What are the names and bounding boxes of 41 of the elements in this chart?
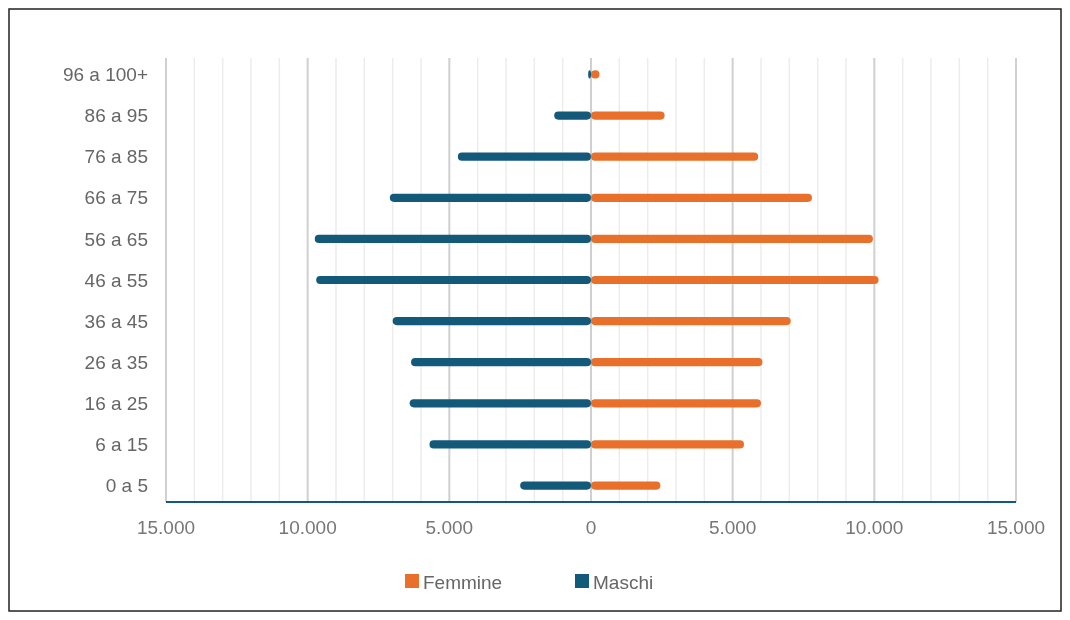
bar (392, 317, 591, 326)
y-tick-label: 96 a 100+ (62, 64, 148, 86)
bar (588, 70, 591, 79)
x-tick-label: 0 (585, 517, 597, 538)
y-tick-label: 76 a 85 (84, 146, 148, 168)
y-tick-label: 36 a 45 (84, 310, 148, 332)
bar (314, 234, 591, 243)
x-tick-label: 15.000 (136, 517, 196, 538)
y-tick-label: 86 a 95 (84, 105, 148, 127)
bar (520, 481, 591, 490)
bar (591, 440, 744, 449)
bar (591, 317, 791, 326)
bar (316, 275, 591, 285)
y-tick-label: 56 a 65 (84, 228, 148, 250)
x-tick-label: 10.000 (278, 517, 337, 538)
bar (591, 234, 873, 243)
bar (591, 152, 759, 161)
x-tick-label: 10.000 (845, 517, 904, 538)
bar (554, 111, 591, 120)
y-tick-label: 66 a 75 (84, 187, 148, 209)
x-tick-label: 5.000 (708, 517, 757, 538)
bar (591, 193, 812, 202)
legend-label: Maschi (593, 571, 654, 593)
y-tick-label: 46 a 55 (84, 269, 148, 291)
bar (389, 193, 591, 202)
x-tick-label: 5.000 (425, 517, 474, 538)
bar (591, 481, 661, 490)
bar (411, 358, 591, 367)
bar (591, 111, 665, 120)
bar (591, 358, 763, 367)
y-tick-label: 26 a 35 (84, 351, 148, 373)
x-tick-label: 15.000 (986, 517, 1046, 538)
legend-label: Femmine (423, 571, 503, 593)
y-tick-label: 6 a 15 (95, 434, 148, 456)
bar (591, 275, 879, 285)
bar (591, 399, 761, 408)
y-tick-label: 16 a 25 (84, 392, 148, 414)
bar (429, 440, 591, 449)
bar (409, 399, 591, 408)
y-tick-label: 0 a 5 (105, 475, 148, 497)
bar (457, 152, 591, 161)
